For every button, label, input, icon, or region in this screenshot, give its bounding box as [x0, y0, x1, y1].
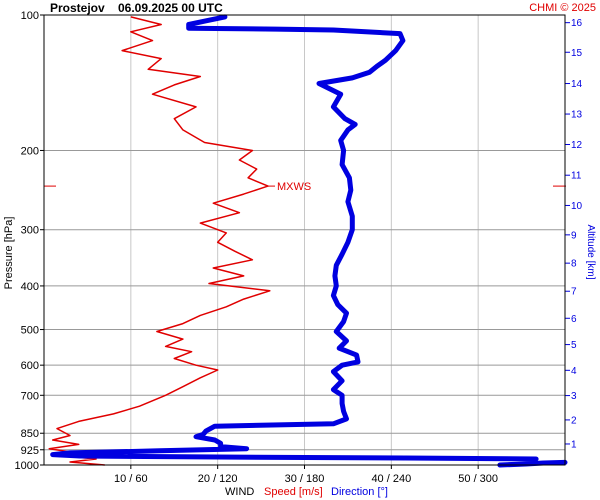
- x-tick-label: 50 / 300: [458, 473, 498, 485]
- x-tick-label: 20 / 120: [198, 473, 238, 485]
- altitude-tick-label: 14: [571, 79, 583, 90]
- data-series: MXWS: [48, 14, 568, 468]
- pressure-tick-label: 600: [21, 360, 39, 372]
- legend-speed: Speed [m/s]: [264, 486, 323, 498]
- x-tick-label: 10 / 60: [114, 473, 148, 485]
- altitude-tick-label: 12: [571, 140, 583, 151]
- legend-wind: WIND: [225, 486, 254, 498]
- chart-datetime: 06.09.2025 00 UTC: [118, 1, 223, 15]
- mxws-label: MXWS: [277, 181, 311, 193]
- speed-series-line: [48, 16, 271, 466]
- altitude-tick-label: 13: [571, 110, 583, 121]
- x-tick-label: 30 / 180: [285, 473, 325, 485]
- credit-label: CHMI © 2025: [529, 2, 596, 14]
- legend-direction: Direction [°]: [331, 486, 388, 498]
- altitude-tick-label: 4: [571, 366, 577, 377]
- pressure-tick-label: 850: [21, 428, 39, 440]
- altitude-tick-label: 6: [571, 314, 577, 325]
- direction-series-line: [50, 14, 539, 462]
- altitude-tick-label: 9: [571, 230, 577, 241]
- altitude-tick-label: 5: [571, 340, 577, 351]
- pressure-tick-label: 1000: [15, 460, 39, 472]
- x-axis-ticks: 10 / 60 20 / 120 30 / 180 40 / 240 50 / 300: [114, 465, 498, 485]
- grid-lines: [44, 14, 566, 466]
- pressure-tick-label: 100: [21, 10, 39, 22]
- altitude-tick-label: 8: [571, 259, 577, 270]
- pressure-tick-label: 925: [21, 445, 39, 457]
- altitude-tick-label: 7: [571, 287, 577, 298]
- altitude-tick-label: 2: [571, 415, 577, 426]
- altitude-tick-label: 3: [571, 391, 577, 402]
- altitude-tick-label: 10: [571, 201, 583, 212]
- pressure-tick-label: 200: [21, 145, 39, 157]
- altitude-tick-label: 11: [571, 171, 582, 182]
- station-name: Prostejov: [50, 1, 105, 15]
- pressure-tick-label: 300: [21, 225, 39, 237]
- pressure-tick-label: 700: [21, 390, 39, 402]
- altitude-tick-label: 16: [571, 18, 583, 29]
- altitude-tick-label: 15: [571, 48, 583, 59]
- y-axis-title: Pressure [hPa]: [3, 217, 15, 290]
- altitude-tick-label: 1: [571, 439, 577, 450]
- plot-frame: [43, 14, 566, 466]
- right-axis-title: Altitude [km]: [585, 224, 596, 279]
- pressure-tick-label: 500: [21, 325, 39, 337]
- pressure-tick-label: 400: [21, 281, 39, 293]
- pressure-ticks: 1000 925 850 700 600 500 400 300 200 100: [15, 10, 44, 472]
- x-tick-label: 40 / 240: [371, 473, 411, 485]
